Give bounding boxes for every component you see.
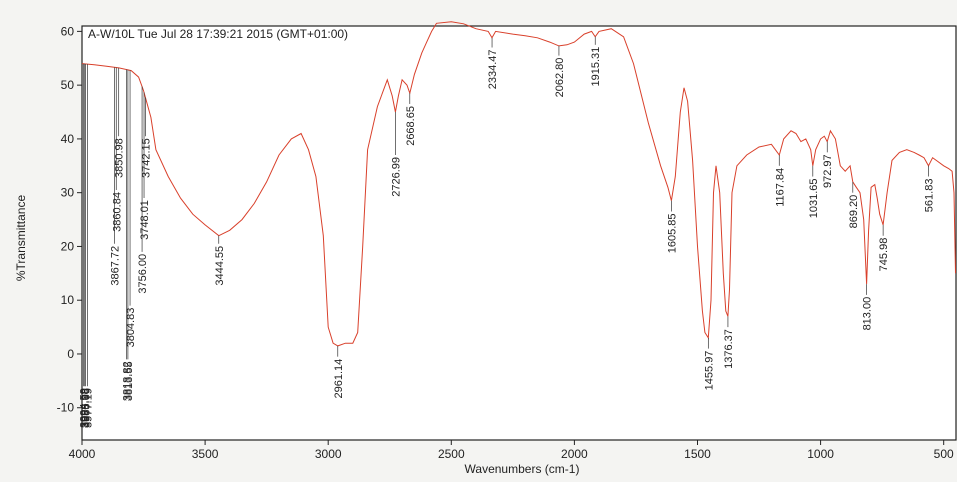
x-tick-label: 3000 <box>315 447 342 461</box>
chart-title: A-W/10L Tue Jul 28 17:39:21 2015 (GMT+01… <box>88 27 348 41</box>
peak-label: 869.20 <box>848 195 860 229</box>
y-tick-label: 10 <box>61 293 75 307</box>
x-axis-label: Wavenumbers (cm-1) <box>465 462 580 476</box>
peak-label: 3867.72 <box>110 246 122 286</box>
peak-label: 3804.83 <box>125 308 137 348</box>
peak-label: 1167.84 <box>774 168 786 207</box>
peak-label: 3813.55 <box>123 361 135 401</box>
peak-label: 3988.98 <box>80 388 92 428</box>
peak-label: 745.98 <box>878 238 890 272</box>
peak-label: 3860.84 <box>111 192 123 232</box>
peak-label: 3977.19 <box>83 388 95 428</box>
peak-label: 3994.59 <box>78 388 90 428</box>
peak-label: 2062.80 <box>554 58 566 98</box>
spectrum-line <box>81 21 956 347</box>
x-tick-label: 4000 <box>69 447 96 461</box>
y-tick-label: 0 <box>67 347 74 361</box>
y-tick-label: 20 <box>61 239 75 253</box>
peak-label: 3742.15 <box>141 138 153 178</box>
x-tick-label: 1500 <box>684 447 711 461</box>
peak-label: 1031.65 <box>808 179 820 219</box>
y-tick-label: 40 <box>61 132 75 146</box>
peak-label: 2334.47 <box>487 49 499 89</box>
peak-label: 972.97 <box>822 154 834 188</box>
peak-label: 3818.82 <box>122 361 134 401</box>
y-tick-label: -10 <box>57 401 75 415</box>
peak-label: 561.83 <box>924 179 936 213</box>
x-tick-label: 2500 <box>438 447 465 461</box>
y-axis-label: %Transmittance <box>14 195 28 282</box>
peak-label: 2961.14 <box>333 359 345 399</box>
peak-label: 1915.31 <box>590 47 602 87</box>
peak-label: 2726.99 <box>390 157 402 197</box>
peak-label: 3756.00 <box>137 254 149 294</box>
y-tick-label: 30 <box>61 186 75 200</box>
peak-label: 3850.98 <box>114 138 126 178</box>
x-tick-label: 1000 <box>807 447 834 461</box>
peak-label: 3748.01 <box>139 200 151 240</box>
plot-area <box>81 25 957 441</box>
y-tick-label: 50 <box>61 78 75 92</box>
peak-label: 813.00 <box>862 297 874 331</box>
peak-label: 1455.97 <box>703 351 715 391</box>
x-tick-label: 2000 <box>561 447 588 461</box>
y-tick-label: 60 <box>61 24 75 38</box>
x-tick-label: 500 <box>934 447 954 461</box>
peak-label: 2668.65 <box>405 106 417 146</box>
peak-label: 3985.66 <box>81 388 93 428</box>
peak-label: 1376.37 <box>723 329 735 369</box>
peak-label: 1605.85 <box>666 213 678 253</box>
x-tick-label: 3500 <box>192 447 219 461</box>
peak-label: 3444.55 <box>214 246 226 286</box>
